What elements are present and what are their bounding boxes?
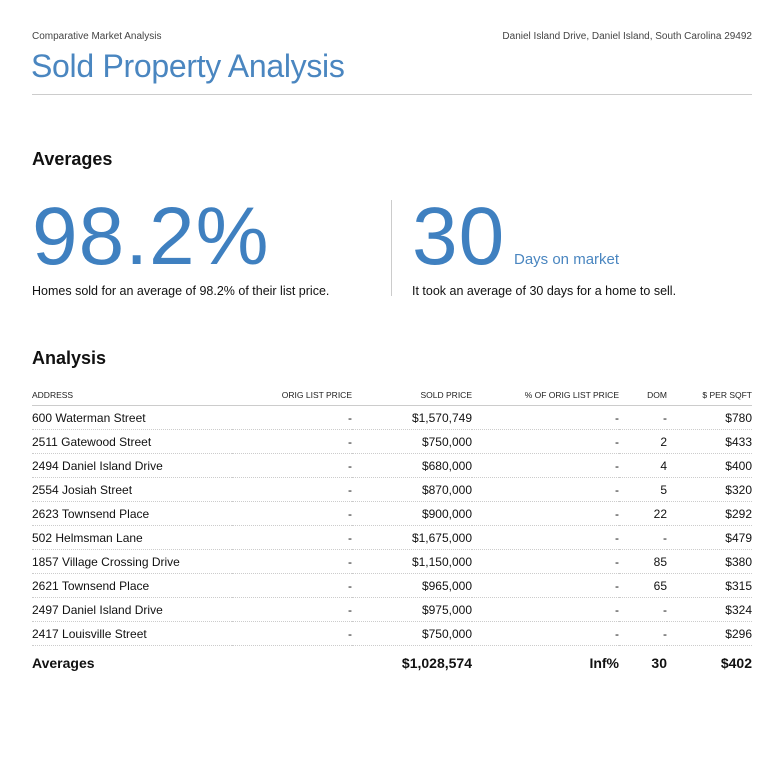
- avg-pct-value: 98.2%: [32, 191, 270, 282]
- cell-dom: 5: [619, 477, 667, 502]
- cell-dom: 4: [619, 453, 667, 478]
- property-address: Daniel Island Drive, Daniel Island, Sout…: [502, 31, 752, 42]
- cell-price-per-sqft: $400: [667, 453, 752, 478]
- cell-address: 600 Waterman Street: [32, 405, 232, 430]
- avg-pct-caption: Homes sold for an average of 98.2% of th…: [32, 284, 330, 298]
- cell-address: 2554 Josiah Street: [32, 477, 232, 502]
- avg-dom: 30: [651, 655, 667, 671]
- cell-pct-orig-list: -: [472, 573, 619, 598]
- cell-sold-price: $1,675,000: [352, 525, 472, 550]
- cell-orig-list-price: -: [232, 477, 352, 502]
- cell-orig-list-price: -: [232, 429, 352, 454]
- averages-heading: Averages: [32, 149, 113, 169]
- cell-sold-price: $750,000: [352, 621, 472, 646]
- cell-dom: -: [619, 597, 667, 622]
- cell-orig-list-price: -: [232, 549, 352, 574]
- stat-divider: [391, 200, 392, 296]
- table-row: 2511 Gatewood Street - $750,000-2 $433: [32, 429, 752, 454]
- cell-address: 2497 Daniel Island Drive: [32, 597, 232, 622]
- averages-row: Averages $1,028,574 Inf% 30 $402: [32, 646, 752, 681]
- cell-dom: 65: [619, 573, 667, 598]
- cell-orig-list-price: -: [232, 501, 352, 526]
- report-subtitle: Comparative Market Analysis: [32, 31, 162, 42]
- cell-dom: -: [619, 405, 667, 430]
- cell-orig-list-price: -: [232, 405, 352, 430]
- table-row: 2621 Townsend Place - $965,000-65 $315: [32, 573, 752, 598]
- column-header-address: ADDRESS: [32, 385, 232, 406]
- header-divider: [32, 94, 752, 95]
- column-header-orig-list-price: ORIG LIST PRICE: [232, 385, 352, 406]
- cell-sold-price: $750,000: [352, 429, 472, 454]
- column-header-dom: DOM: [619, 385, 667, 406]
- avg-dom-caption: It took an average of 30 days for a home…: [412, 284, 677, 298]
- avg-price-per-sqft: $402: [720, 655, 752, 671]
- analysis-heading: Analysis: [32, 348, 107, 368]
- table-row: 2417 Louisville Street - $750,000- - $296: [32, 621, 752, 646]
- table-row: 2494 Daniel Island Drive - $680,000-4 $400: [32, 453, 752, 478]
- cell-address: 2511 Gatewood Street: [32, 429, 232, 454]
- cell-sold-price: $680,000: [352, 453, 472, 478]
- cell-pct-orig-list: -: [472, 429, 619, 454]
- cell-orig-list-price: -: [232, 621, 352, 646]
- sold-properties-table: ADDRESS ORIG LIST PRICE SOLD PRICE% OF ORI…: [32, 385, 752, 680]
- cell-price-per-sqft: $315: [667, 573, 752, 598]
- cell-address: 2417 Louisville Street: [32, 621, 232, 646]
- table-row: 600 Waterman Street - $1,570,749- - $780: [32, 405, 752, 430]
- cell-orig-list-price: -: [232, 573, 352, 598]
- cell-orig-list-price: -: [232, 525, 352, 550]
- dom-unit-label: Days on market: [514, 251, 620, 268]
- cell-price-per-sqft: $296: [667, 621, 752, 646]
- table-row: 502 Helmsman Lane - $1,675,000- - $479: [32, 525, 752, 550]
- cell-price-per-sqft: $433: [667, 429, 752, 454]
- avg-dom-value: 30: [412, 191, 506, 282]
- column-header-price-per-sqft: $ PER SQFT: [667, 385, 752, 406]
- cell-address: 2494 Daniel Island Drive: [32, 453, 232, 478]
- page-title: Sold Property Analysis: [31, 48, 345, 84]
- column-header-pct-orig-list: % OF ORIG LIST PRICE: [472, 385, 619, 406]
- cell-price-per-sqft: $324: [667, 597, 752, 622]
- table-row: 2554 Josiah Street - $870,000-5 $320: [32, 477, 752, 502]
- cell-pct-orig-list: -: [472, 549, 619, 574]
- column-header-sold-price: SOLD PRICE: [352, 385, 472, 406]
- cell-pct-orig-list: -: [472, 597, 619, 622]
- table-header-row: ADDRESS ORIG LIST PRICE SOLD PRICE% OF ORI…: [32, 385, 752, 406]
- table-row: 1857 Village Crossing Drive - $1,150,000-8…: [32, 549, 752, 574]
- cell-sold-price: $1,570,749: [352, 405, 472, 430]
- cell-price-per-sqft: $292: [667, 501, 752, 526]
- cell-pct-orig-list: -: [472, 525, 619, 550]
- avg-orig-list-price: [232, 646, 352, 681]
- cell-price-per-sqft: $320: [667, 477, 752, 502]
- cell-price-per-sqft: $780: [667, 405, 752, 430]
- cell-address: 2623 Townsend Place: [32, 501, 232, 526]
- cell-sold-price: $870,000: [352, 477, 472, 502]
- avg-address: Averages: [32, 655, 95, 671]
- cell-pct-orig-list: -: [472, 621, 619, 646]
- cell-dom: -: [619, 621, 667, 646]
- cell-sold-price: $975,000: [352, 597, 472, 622]
- cell-address: 502 Helmsman Lane: [32, 525, 232, 550]
- cell-dom: 2: [619, 429, 667, 454]
- cell-price-per-sqft: $380: [667, 549, 752, 574]
- avg-sold-price: $1,028,574: [401, 655, 472, 671]
- cell-sold-price: $965,000: [352, 573, 472, 598]
- cell-address: 2621 Townsend Place: [32, 573, 232, 598]
- cell-address: 1857 Village Crossing Drive: [32, 549, 232, 574]
- cell-pct-orig-list: -: [472, 501, 619, 526]
- cell-dom: 22: [619, 501, 667, 526]
- cell-pct-orig-list: -: [472, 405, 619, 430]
- cell-dom: -: [619, 525, 667, 550]
- cell-pct-orig-list: -: [472, 477, 619, 502]
- cell-orig-list-price: -: [232, 453, 352, 478]
- cell-price-per-sqft: $479: [667, 525, 752, 550]
- table-row: 2497 Daniel Island Drive - $975,000- - $324: [32, 597, 752, 622]
- cell-orig-list-price: -: [232, 597, 352, 622]
- cell-pct-orig-list: -: [472, 453, 619, 478]
- table-row: 2623 Townsend Place - $900,000-22 $292: [32, 501, 752, 526]
- cell-sold-price: $1,150,000: [352, 549, 472, 574]
- avg-pct-orig-list: Inf%: [589, 655, 619, 671]
- cell-dom: 85: [619, 549, 667, 574]
- cell-sold-price: $900,000: [352, 501, 472, 526]
